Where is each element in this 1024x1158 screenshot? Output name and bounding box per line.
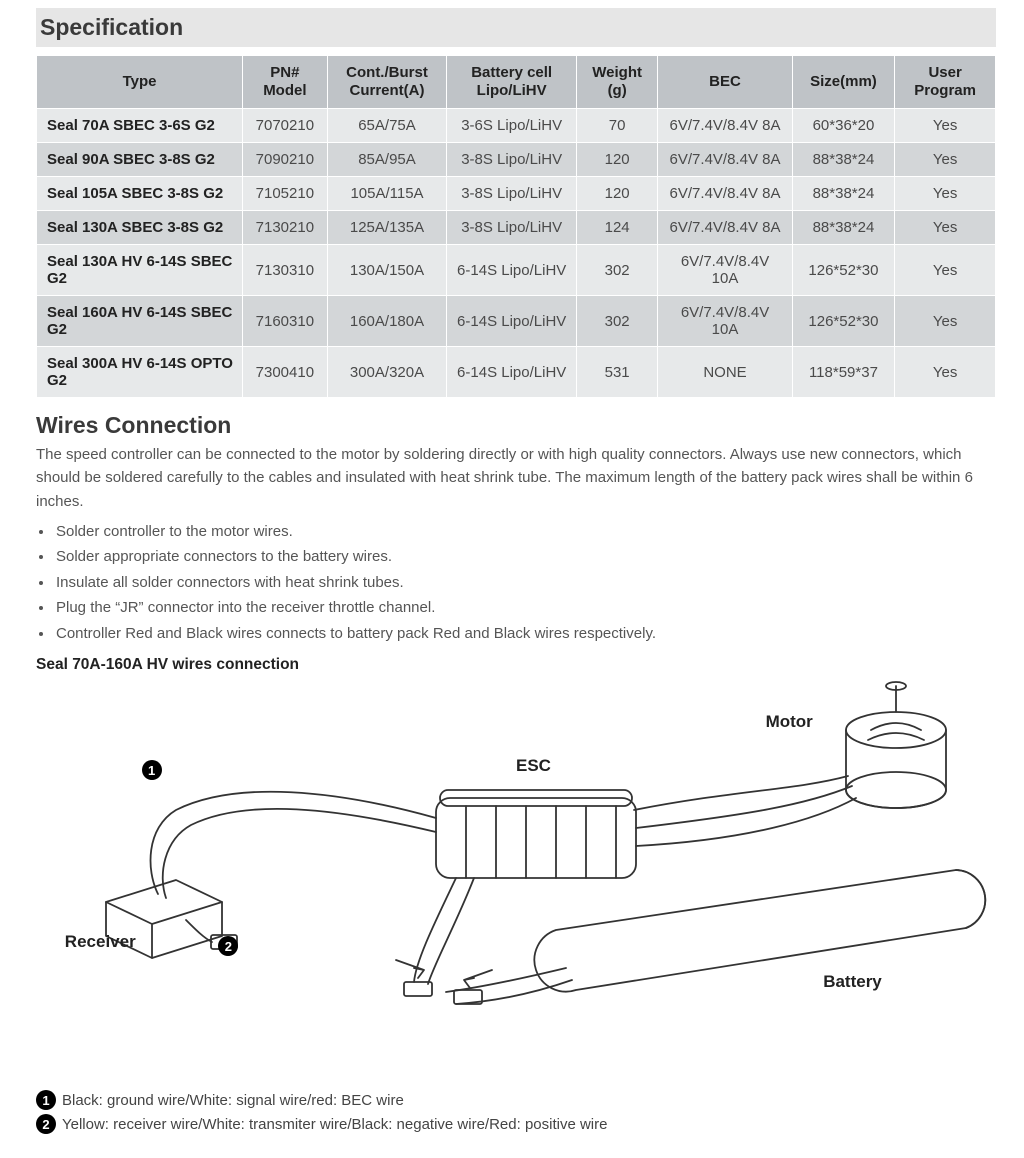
table-cell: Yes xyxy=(895,211,996,245)
table-cell: 6-14S Lipo/LiHV xyxy=(447,347,576,398)
table-cell: Yes xyxy=(895,347,996,398)
table-cell: 7070210 xyxy=(243,109,327,143)
table-cell: NONE xyxy=(658,347,792,398)
wires-bullet-list: Solder controller to the motor wires.Sol… xyxy=(36,519,996,647)
table-cell: 3-8S Lipo/LiHV xyxy=(447,211,576,245)
table-cell: Seal 160A HV 6-14S SBEC G2 xyxy=(37,296,243,347)
table-cell: 124 xyxy=(576,211,658,245)
table-cell: 3-8S Lipo/LiHV xyxy=(447,177,576,211)
table-cell: Yes xyxy=(895,296,996,347)
diagram-label-receiver: Receiver xyxy=(65,932,136,952)
wires-connection-title: Wires Connection xyxy=(36,412,996,439)
table-cell: 160A/180A xyxy=(327,296,447,347)
table-cell: 7160310 xyxy=(243,296,327,347)
table-header-cell: PN#Model xyxy=(243,56,327,109)
table-cell: 6-14S Lipo/LiHV xyxy=(447,245,576,296)
legend-line: 1 Black: ground wire/White: signal wire/r… xyxy=(36,1090,996,1110)
table-cell: Yes xyxy=(895,177,996,211)
table-cell: Yes xyxy=(895,109,996,143)
table-header-cell: UserProgram xyxy=(895,56,996,109)
table-cell: 7300410 xyxy=(243,347,327,398)
table-row: Seal 130A HV 6-14S SBEC G27130310130A/15… xyxy=(37,245,996,296)
wires-bullet-item: Plug the “JR” connector into the receive… xyxy=(54,595,996,621)
diagram-callout-1: 1 xyxy=(142,760,162,780)
diagram-label-esc: ESC xyxy=(516,756,551,776)
table-cell: 126*52*30 xyxy=(792,245,895,296)
legend-number-icon: 1 xyxy=(36,1090,56,1110)
wires-intro-text: The speed controller can be connected to… xyxy=(36,443,996,513)
table-cell: 85A/95A xyxy=(327,143,447,177)
table-cell: Seal 130A HV 6-14S SBEC G2 xyxy=(37,245,243,296)
legend-text: Black: ground wire/White: signal wire/re… xyxy=(62,1092,404,1109)
table-cell: Seal 300A HV 6-14S OPTO G2 xyxy=(37,347,243,398)
table-cell: 302 xyxy=(576,296,658,347)
table-header-cell: Cont./BurstCurrent(A) xyxy=(327,56,447,109)
table-row: Seal 160A HV 6-14S SBEC G27160310160A/18… xyxy=(37,296,996,347)
table-cell: Seal 90A SBEC 3-8S G2 xyxy=(37,143,243,177)
diagram-label-battery: Battery xyxy=(823,972,882,992)
table-cell: 6V/7.4V/8.4V 10A xyxy=(658,296,792,347)
table-cell: 88*38*24 xyxy=(792,177,895,211)
table-header-cell: Size(mm) xyxy=(792,56,895,109)
section-title-bar: Specification xyxy=(36,8,996,47)
section-title: Specification xyxy=(40,14,986,41)
table-cell: 300A/320A xyxy=(327,347,447,398)
table-cell: 88*38*24 xyxy=(792,211,895,245)
table-cell: Yes xyxy=(895,143,996,177)
legend-text: Yellow: receiver wire/White: transmiter … xyxy=(62,1116,607,1133)
table-row: Seal 130A SBEC 3-8S G27130210125A/135A3-… xyxy=(37,211,996,245)
table-header-cell: Battery cellLipo/LiHV xyxy=(447,56,576,109)
table-row: Seal 90A SBEC 3-8S G2709021085A/95A3-8S … xyxy=(37,143,996,177)
table-cell: 7130210 xyxy=(243,211,327,245)
table-cell: 6V/7.4V/8.4V 8A xyxy=(658,177,792,211)
table-row: Seal 105A SBEC 3-8S G27105210105A/115A3-… xyxy=(37,177,996,211)
table-cell: 6V/7.4V/8.4V 10A xyxy=(658,245,792,296)
table-cell: 7105210 xyxy=(243,177,327,211)
wires-bullet-item: Solder controller to the motor wires. xyxy=(54,519,996,545)
table-cell: 7130310 xyxy=(243,245,327,296)
table-cell: 60*36*20 xyxy=(792,109,895,143)
table-cell: 120 xyxy=(576,177,658,211)
wiring-diagram-svg xyxy=(36,680,996,1080)
table-cell: 3-8S Lipo/LiHV xyxy=(447,143,576,177)
table-cell: 6V/7.4V/8.4V 8A xyxy=(658,109,792,143)
table-cell: Seal 130A SBEC 3-8S G2 xyxy=(37,211,243,245)
table-cell: 3-6S Lipo/LiHV xyxy=(447,109,576,143)
table-header-cell: BEC xyxy=(658,56,792,109)
diagram-legend: 1 Black: ground wire/White: signal wire/r… xyxy=(36,1090,996,1134)
table-cell: 7090210 xyxy=(243,143,327,177)
table-cell: 70 xyxy=(576,109,658,143)
wires-bullet-item: Solder appropriate connectors to the bat… xyxy=(54,544,996,570)
table-cell: 531 xyxy=(576,347,658,398)
table-cell: 120 xyxy=(576,143,658,177)
table-cell: 6-14S Lipo/LiHV xyxy=(447,296,576,347)
table-cell: 6V/7.4V/8.4V 8A xyxy=(658,143,792,177)
table-cell: 65A/75A xyxy=(327,109,447,143)
legend-number-icon: 2 xyxy=(36,1114,56,1134)
table-cell: 302 xyxy=(576,245,658,296)
diagram-caption: Seal 70A-160A HV wires connection xyxy=(36,656,996,674)
table-cell: Seal 70A SBEC 3-6S G2 xyxy=(37,109,243,143)
table-row: Seal 70A SBEC 3-6S G2707021065A/75A3-6S … xyxy=(37,109,996,143)
table-cell: 126*52*30 xyxy=(792,296,895,347)
table-cell: 130A/150A xyxy=(327,245,447,296)
table-cell: 118*59*37 xyxy=(792,347,895,398)
table-cell: 105A/115A xyxy=(327,177,447,211)
table-cell: 125A/135A xyxy=(327,211,447,245)
table-header-cell: Weight(g) xyxy=(576,56,658,109)
diagram-label-motor: Motor xyxy=(766,712,813,732)
table-cell: 88*38*24 xyxy=(792,143,895,177)
table-cell: Seal 105A SBEC 3-8S G2 xyxy=(37,177,243,211)
table-cell: Yes xyxy=(895,245,996,296)
wires-bullet-item: Controller Red and Black wires connects … xyxy=(54,621,996,647)
table-row: Seal 300A HV 6-14S OPTO G27300410300A/32… xyxy=(37,347,996,398)
specification-table: TypePN#ModelCont./BurstCurrent(A)Battery… xyxy=(36,55,996,398)
table-cell: 6V/7.4V/8.4V 8A xyxy=(658,211,792,245)
legend-line: 2 Yellow: receiver wire/White: transmiter… xyxy=(36,1114,996,1134)
table-header-cell: Type xyxy=(37,56,243,109)
table-header-row: TypePN#ModelCont./BurstCurrent(A)Battery… xyxy=(37,56,996,109)
wires-bullet-item: Insulate all solder connectors with heat… xyxy=(54,570,996,596)
wiring-diagram: Motor ESC Receiver Battery 1 2 xyxy=(36,680,996,1080)
